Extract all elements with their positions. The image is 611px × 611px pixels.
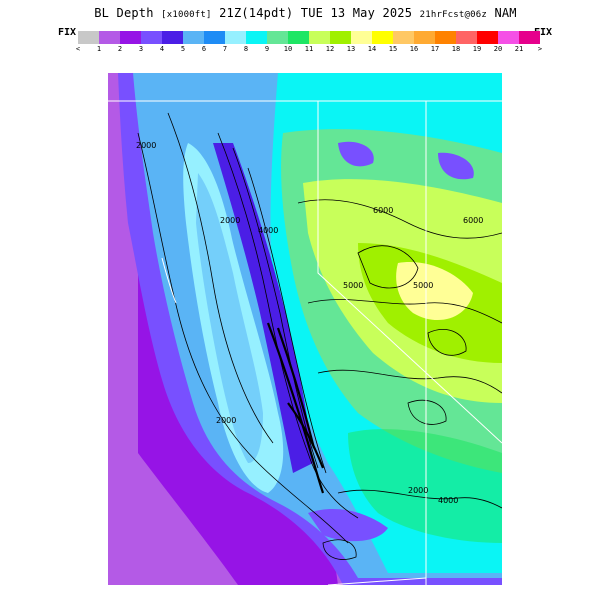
colorbar-tick-label: 6 [201, 45, 207, 53]
colorbar-tick-label: 17 [430, 45, 440, 53]
contour-label: 2000 [408, 486, 428, 495]
title-prefix: BL Depth [94, 6, 154, 20]
colorbar-tick-label: 11 [304, 45, 314, 53]
title-run: 21hrFcst@06z [419, 10, 488, 20]
colorbar-tick-label: 16 [409, 45, 419, 53]
legend-fix-right: FIX [534, 27, 553, 38]
colorbar-swatch [225, 31, 246, 44]
south-green [348, 429, 502, 543]
chart-title: BL Depth [x1000ft] 21Z(14pdt) TUE 13 May… [0, 6, 611, 20]
colorbar-swatch [120, 31, 141, 44]
colorbar-tick-label: 15 [388, 45, 398, 53]
contour-label: 2000 [220, 216, 240, 225]
colorbar [78, 31, 540, 44]
title-valid-time: 21Z(14pdt) TUE 13 May 2025 [219, 6, 413, 20]
contour-label: 6000 [373, 206, 393, 215]
colorbar-swatch [99, 31, 120, 44]
colorbar-swatch [330, 31, 351, 44]
colorbar-tick-label: 8 [243, 45, 249, 53]
colorbar-swatch [372, 31, 393, 44]
colorbar-tick-label: 20 [493, 45, 503, 53]
colorbar-swatch [288, 31, 309, 44]
colorbar-swatch [246, 31, 267, 44]
contour-label: 2000 [136, 141, 156, 150]
colorbar-swatch [204, 31, 225, 44]
contour-label: 6000 [463, 216, 483, 225]
contour-label: 4000 [258, 226, 278, 235]
colorbar-swatch [309, 31, 330, 44]
title-model: NAM [494, 6, 517, 20]
colorbar-tick-label: 18 [451, 45, 461, 53]
colorbar-tick-label: 5 [180, 45, 186, 53]
colorbar-swatch [519, 31, 540, 44]
colorbar-tick-label: 12 [325, 45, 335, 53]
colorbar-swatch [456, 31, 477, 44]
colorbar-tick-label: > [537, 45, 543, 53]
north-patch-2 [438, 152, 474, 180]
colorbar-swatch [141, 31, 162, 44]
colorbar-tick-label: 14 [367, 45, 377, 53]
valley-core [196, 173, 263, 463]
colorbar-swatch [267, 31, 288, 44]
contour-label: 5000 [413, 281, 433, 290]
colorbar-tick-label: 7 [222, 45, 228, 53]
colorbar-swatch [498, 31, 519, 44]
colorbar-tick-label: 10 [283, 45, 293, 53]
socal-basin [308, 508, 388, 542]
map-canvas: 2000 2000 2000 2000 4000 4000 5000 5000 … [108, 73, 502, 585]
state-borders [108, 100, 502, 585]
basin-peak [396, 262, 473, 321]
colorbar-swatch [414, 31, 435, 44]
legend-fix-left: FIX [58, 27, 77, 38]
steep-gradient-contours [266, 322, 325, 494]
colorbar-tick-label: 2 [117, 45, 123, 53]
title-units: [x1000ft] [161, 10, 212, 20]
colorbar-tick-label: 4 [159, 45, 165, 53]
colorbar-swatch [435, 31, 456, 44]
colorbar-swatch [477, 31, 498, 44]
contour-label: 4000 [438, 496, 458, 505]
colorbar-tick-label: 1 [96, 45, 102, 53]
colorbar-tick-label: 13 [346, 45, 356, 53]
contour-label: 5000 [343, 281, 363, 290]
colorbar-tick-label: 21 [514, 45, 524, 53]
colorbar-swatch [351, 31, 372, 44]
colorbar-swatch [393, 31, 414, 44]
bl-depth-map: 2000 2000 2000 2000 4000 4000 5000 5000 … [108, 73, 502, 585]
colorbar-swatch [78, 31, 99, 44]
colorbar-tick-label: 19 [472, 45, 482, 53]
colorbar-tick-label: < [75, 45, 81, 53]
colorbar-swatch [162, 31, 183, 44]
contour-label: 2000 [216, 416, 236, 425]
north-patch [338, 141, 374, 167]
colorbar-tick-label: 9 [264, 45, 270, 53]
colorbar-tick-label: 3 [138, 45, 144, 53]
colorbar-swatch [183, 31, 204, 44]
